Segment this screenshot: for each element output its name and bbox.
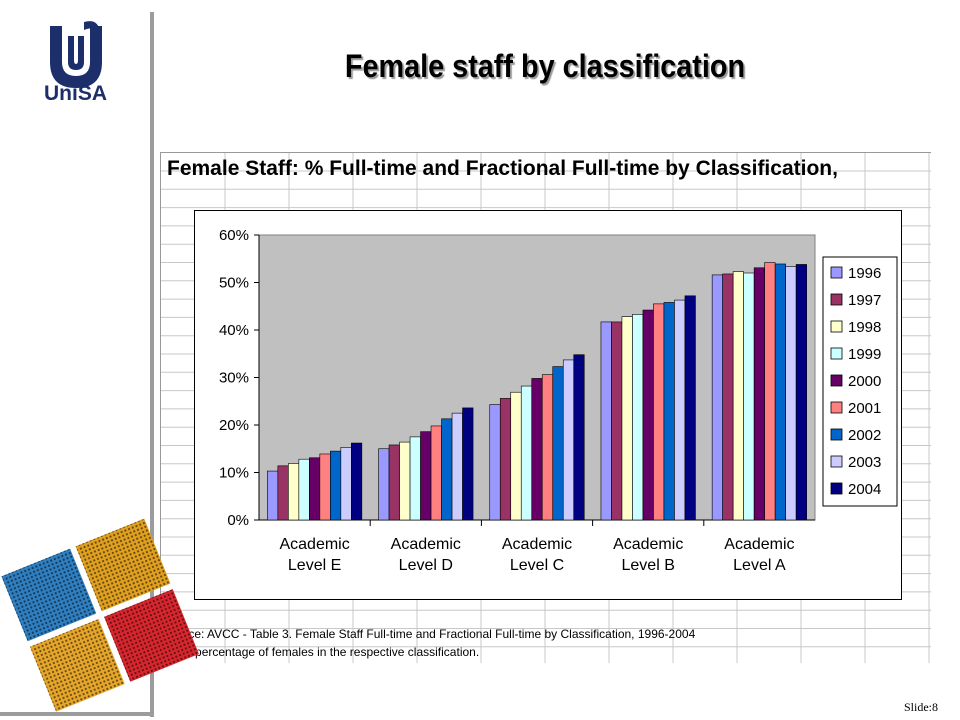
bar-2003-2: [562, 359, 575, 521]
bar-1998-0: [288, 463, 300, 521]
bar-1996-1: [378, 448, 390, 521]
photo-collage: [1, 518, 199, 712]
bar-2000-2: [531, 378, 543, 521]
legend-swatch-2002: [830, 428, 843, 441]
legend-swatch-2003: [830, 455, 843, 468]
legend-label-1996: 1996: [848, 265, 881, 282]
bar-1997-1: [388, 444, 400, 521]
bar-1997-2: [499, 398, 512, 521]
bar-chart: 0% 10% 20% 30% 40% 50% 60% Academic Level E Acade…: [219, 227, 898, 574]
bar-2000-0: [309, 457, 321, 521]
bar-1997-0: [277, 465, 289, 521]
bar-2001-2: [541, 374, 554, 521]
y-tick-label: 10%: [219, 465, 249, 482]
unisa-logo-icon: [50, 21, 102, 88]
x-tick-label: Academic: [724, 536, 794, 553]
bar-1999-3: [632, 314, 644, 521]
x-tick-label: Level A: [733, 557, 786, 574]
bar-2001-3: [653, 303, 665, 521]
bar-1999-4: [743, 272, 755, 521]
left-vertical-rule: [150, 12, 154, 717]
bar-1998-4: [732, 271, 744, 521]
bar-1999-2: [520, 385, 533, 521]
bar-1998-1: [399, 441, 411, 521]
y-tick-label: 20%: [219, 417, 249, 434]
legend-label-1999: 1999: [848, 346, 881, 363]
x-tick-label: Academic: [391, 536, 461, 553]
y-tick-label: 40%: [219, 322, 249, 339]
legend-label-2004: 2004: [848, 481, 881, 498]
percentage-note: Note: percentage of females in the respe…: [163, 645, 480, 659]
bar-1996-2: [489, 404, 501, 521]
bar-2002-3: [663, 302, 675, 521]
x-tick-label: Level D: [399, 557, 453, 574]
legend-swatch-2000: [830, 374, 843, 387]
bar-2002-1: [441, 418, 453, 521]
bar-2004-0: [351, 442, 363, 521]
bar-1998-3: [621, 316, 633, 521]
bar-2002-0: [330, 450, 342, 521]
x-tick-label: Level E: [288, 557, 341, 574]
bar-2004-4: [795, 264, 807, 521]
bar-1998-2: [510, 391, 522, 521]
bar-2003-4: [785, 266, 797, 521]
bottom-corner-rule: [0, 712, 154, 716]
y-tick-label: 0%: [227, 512, 249, 529]
bar-2003-0: [340, 447, 352, 521]
x-tick-label: Academic: [613, 536, 683, 553]
bar-1996-4: [711, 274, 723, 521]
legend-label-1997: 1997: [848, 292, 881, 309]
slide-title: Female staff by classification: [344, 48, 746, 84]
legend-swatch-2004: [830, 482, 843, 495]
bar-2004-2: [573, 354, 585, 521]
slide-number: Slide:8: [903, 700, 938, 714]
x-tick-label: Academic: [279, 536, 349, 553]
bar-2003-3: [674, 299, 686, 521]
bar-2001-1: [430, 425, 442, 521]
y-tick-label: 60%: [219, 227, 249, 244]
bar-2000-1: [420, 431, 432, 521]
bar-1999-0: [298, 458, 310, 521]
chart-container[interactable]: 0% 10% 20% 30% 40% 50% 60% Academic Level E Acade…: [194, 210, 902, 600]
legend-label-2000: 2000: [848, 373, 881, 390]
bar-2004-1: [462, 407, 474, 521]
bar-2002-2: [552, 366, 564, 521]
legend-label-2003: 2003: [848, 454, 881, 471]
x-tick-label: Level C: [510, 557, 564, 574]
bar-2000-4: [753, 267, 765, 521]
bar-1999-1: [409, 436, 421, 521]
legend-label-2001: 2001: [848, 400, 881, 417]
bar-2001-4: [764, 262, 776, 521]
sheet-title: Female Staff: % Full-time and Fractional…: [167, 157, 838, 180]
logo-text: UniSA: [44, 82, 107, 105]
bar-2003-1: [451, 412, 463, 521]
bar-2000-3: [642, 309, 654, 521]
legend-swatch-1997: [830, 293, 843, 306]
legend-swatch-1998: [830, 320, 843, 333]
legend-swatch-2001: [830, 401, 843, 414]
bar-1997-4: [722, 273, 734, 521]
bar-1996-3: [600, 321, 612, 521]
legend-swatch-1999: [830, 347, 843, 360]
bar-1997-3: [611, 321, 623, 521]
y-tick-label: 30%: [219, 370, 249, 387]
x-tick-label: Academic: [502, 536, 572, 553]
legend-swatch-1996: [830, 266, 843, 279]
bar-2001-0: [319, 453, 331, 521]
source-note: Source: AVCC - Table 3. Female Staff Ful…: [163, 627, 696, 641]
bar-2004-3: [684, 295, 696, 521]
y-tick-label: 50%: [219, 275, 249, 292]
x-tick-label: Level B: [622, 557, 675, 574]
bar-1996-0: [267, 470, 279, 521]
bar-2002-4: [774, 263, 786, 521]
legend-label-2002: 2002: [848, 427, 881, 444]
legend-label-1998: 1998: [848, 319, 881, 336]
